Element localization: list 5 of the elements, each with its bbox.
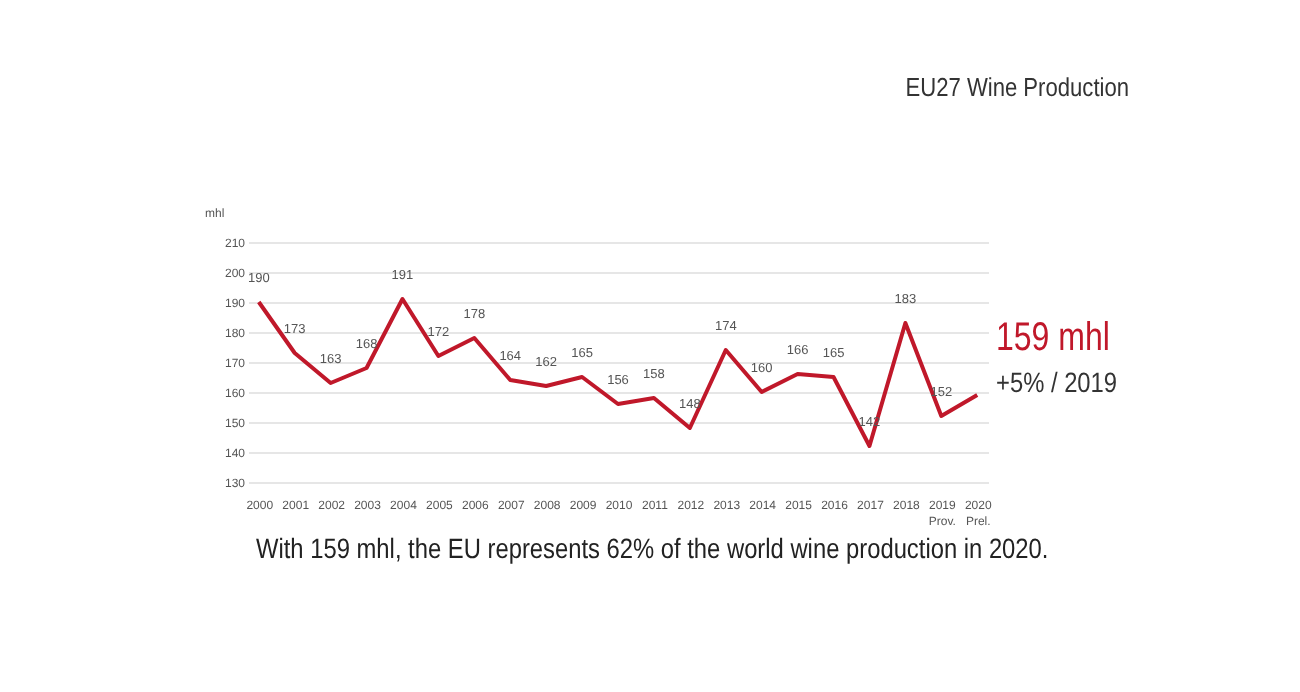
text: 159 mhl — [996, 316, 1110, 362]
chart-title: EU27 Wine Production — [906, 72, 1130, 102]
line-series — [256, 297, 980, 448]
text: With 159 mhl, the EU represents 62% of the world wine production in 2020. — [256, 532, 1049, 564]
text: +5% / 2019 — [996, 366, 1118, 398]
